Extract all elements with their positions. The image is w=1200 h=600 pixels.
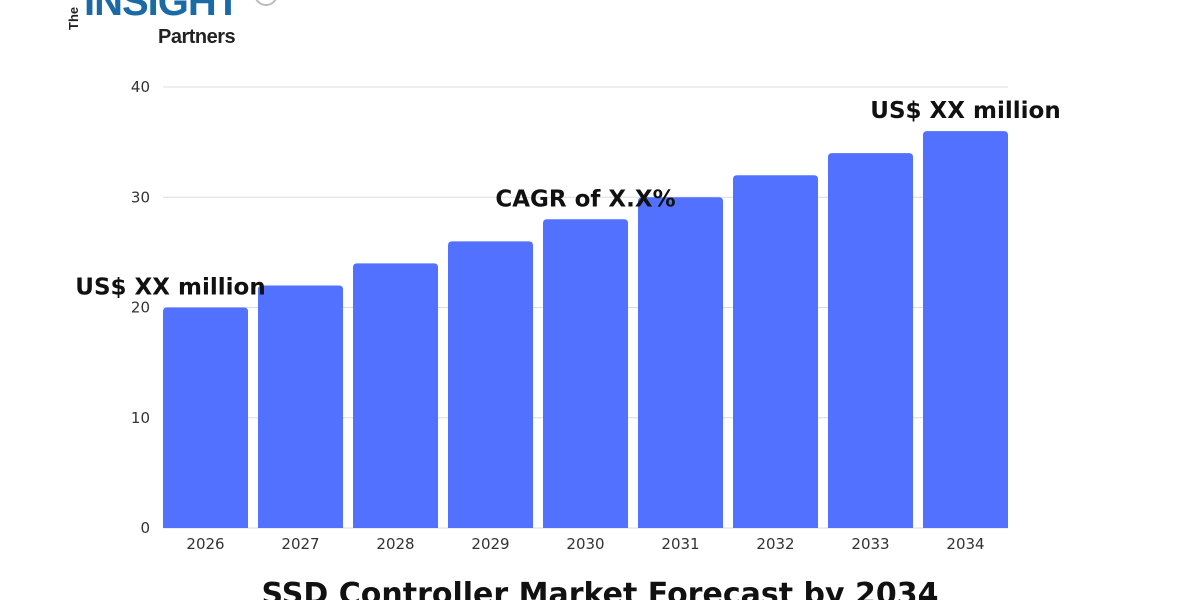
bar-2033 (828, 153, 913, 528)
annotation: CAGR of X.X% (495, 186, 675, 212)
annotation: US$ XX million (75, 275, 265, 301)
bar-2028 (353, 263, 438, 528)
y-tick-label: 0 (140, 519, 150, 537)
x-tick-label: 2033 (851, 535, 889, 553)
bar-2026 (163, 307, 248, 528)
x-tick-label: 2028 (376, 535, 414, 553)
logo-partners: Partners (158, 26, 236, 48)
x-tick-label: 2031 (661, 535, 699, 553)
bar-2034 (923, 131, 1008, 528)
bar-2027 (258, 285, 343, 528)
x-tick-label: 2032 (756, 535, 794, 553)
bar-2030 (543, 219, 628, 529)
x-tick-label: 2027 (281, 535, 319, 553)
x-tick-label: 2026 (186, 535, 224, 553)
y-tick-label: 10 (131, 409, 150, 427)
bar-2031 (638, 197, 723, 528)
logo-insight: INSIGHT (84, 0, 240, 24)
x-tick-label: 2029 (471, 535, 509, 553)
y-tick-label: 40 (131, 78, 150, 96)
bar-2029 (448, 241, 533, 528)
x-tick-label: 2030 (566, 535, 604, 553)
y-tick-label: 20 (131, 299, 150, 317)
y-tick-label: 30 (131, 188, 150, 206)
bar-2032 (733, 175, 818, 528)
annotation: US$ XX million (870, 98, 1060, 124)
chart-title: SSD Controller Market Forecast by 2034 (262, 577, 939, 600)
brand-logo: The INSIGHT Partners (66, 0, 286, 50)
x-tick-label: 2034 (946, 535, 984, 553)
